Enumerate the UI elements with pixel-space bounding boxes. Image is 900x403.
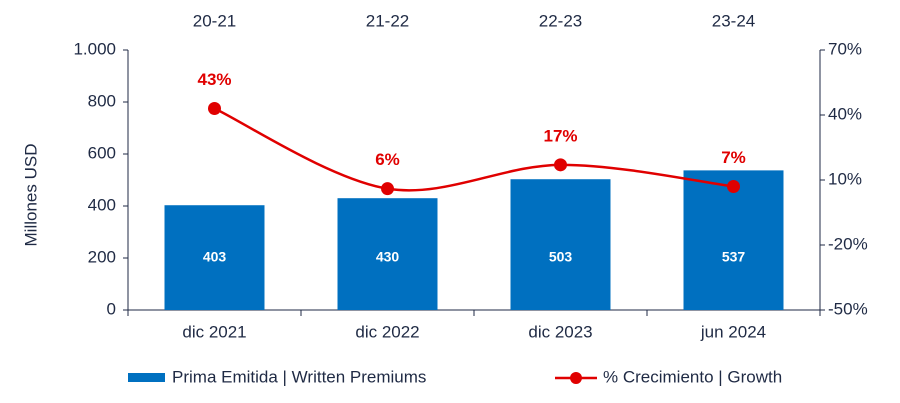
bar-label: 430 <box>376 249 400 265</box>
y2-tick-label: 70% <box>828 39 862 58</box>
top-label: 22-23 <box>539 11 582 30</box>
y2-tick-label: 10% <box>828 169 862 188</box>
top-label: 20-21 <box>193 11 236 30</box>
point <box>381 182 394 196</box>
x-tick-label: jun 2024 <box>700 322 766 341</box>
bar-label: 503 <box>549 249 573 265</box>
legend-swatch <box>570 372 582 384</box>
bar <box>337 198 438 310</box>
bar-label: 537 <box>722 249 746 265</box>
top-label: 21-22 <box>366 11 409 30</box>
bar <box>683 170 784 310</box>
point <box>554 158 567 172</box>
bar <box>510 179 611 310</box>
top-label: 23-24 <box>712 11 755 30</box>
x-tick-label: dic 2022 <box>355 322 419 341</box>
bar <box>164 205 265 310</box>
point-label: 6% <box>375 150 400 169</box>
point <box>208 102 221 115</box>
y-tick-label: 800 <box>88 91 116 110</box>
bar-label: 403 <box>203 249 227 265</box>
x-tick-label: dic 2023 <box>528 322 592 341</box>
y-tick-label: 200 <box>88 247 116 266</box>
legend-label: % Crecimiento | Growth <box>603 367 782 386</box>
y2-tick-label: -20% <box>828 234 868 253</box>
y2-tick-label: -50% <box>828 299 868 318</box>
y-axis-title: Millones USD <box>21 144 40 247</box>
point <box>727 180 740 193</box>
point-label: 17% <box>543 126 577 145</box>
line <box>213 107 734 192</box>
y-tick-label: 0 <box>107 299 116 318</box>
x-tick-label: dic 2021 <box>182 322 246 341</box>
point-label: 7% <box>721 148 746 167</box>
y2-tick-label: 40% <box>828 104 862 123</box>
point-label: 43% <box>197 70 231 89</box>
y-tick-label: 600 <box>88 143 116 162</box>
legend-label: Prima Emitida | Written Premiums <box>172 367 426 386</box>
y-tick-label: 1.000 <box>73 39 116 58</box>
legend-swatch <box>128 373 165 382</box>
y-tick-label: 400 <box>88 195 116 214</box>
